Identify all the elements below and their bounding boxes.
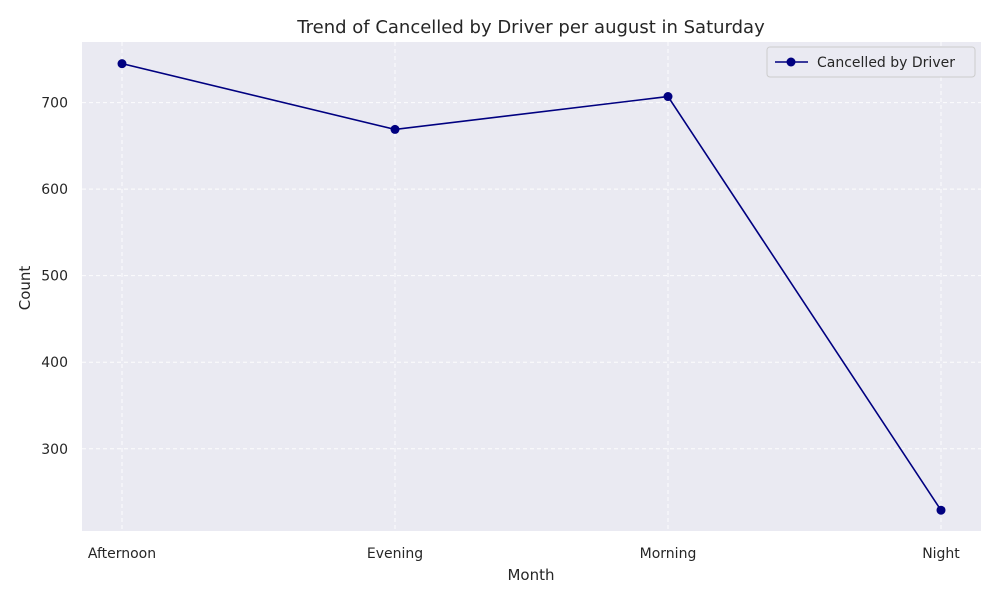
y-axis-label: Count bbox=[16, 266, 34, 311]
legend-box bbox=[766, 46, 976, 78]
x-tick-label: Morning bbox=[640, 546, 697, 562]
series-lines bbox=[121, 62, 942, 511]
y-tick-labels: 300 400 500 600 700 bbox=[41, 96, 68, 458]
legend: Cancelled by Driver bbox=[766, 46, 976, 78]
grid-lines bbox=[82, 42, 981, 531]
y-tick-label: 500 bbox=[41, 269, 68, 285]
chart-title: Trend of Cancelled by Driver per august … bbox=[296, 17, 765, 38]
x-tick-label: Evening bbox=[367, 546, 423, 562]
y-tick-label: 600 bbox=[41, 182, 68, 198]
y-tick-label: 400 bbox=[41, 355, 68, 371]
y-tick-label: 300 bbox=[41, 442, 68, 458]
x-tick-label: Night bbox=[922, 546, 960, 562]
x-tick-labels: Afternoon Evening Morning Night bbox=[88, 546, 960, 562]
y-tick-label: 700 bbox=[41, 96, 68, 112]
plot-area bbox=[82, 42, 981, 531]
data-point bbox=[390, 124, 400, 134]
series-line bbox=[121, 62, 942, 511]
legend-point-marker bbox=[786, 57, 796, 67]
data-point bbox=[663, 92, 673, 102]
legend-label: Cancelled by Driver bbox=[817, 55, 955, 71]
data-point bbox=[936, 505, 946, 515]
x-axis-label: Month bbox=[507, 566, 554, 584]
series-points bbox=[117, 59, 946, 515]
x-tick-label: Afternoon bbox=[88, 546, 156, 562]
data-point bbox=[117, 59, 127, 69]
